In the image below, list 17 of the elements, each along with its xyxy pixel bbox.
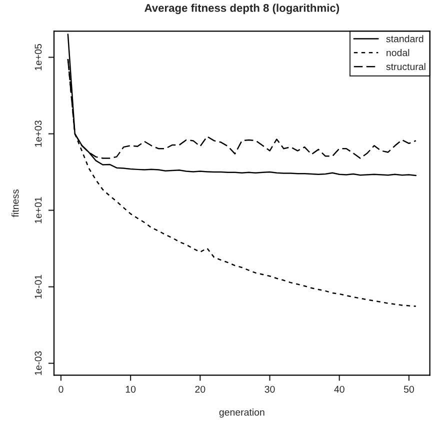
- y-tick-label: 1e-03: [34, 351, 42, 375]
- x-tick-label: 30: [264, 386, 275, 393]
- y-tick-label: 1e+01: [34, 197, 42, 224]
- legend-label: standard: [386, 35, 424, 42]
- legend-label: structural: [386, 62, 426, 70]
- y-tick-label: 1e+03: [34, 120, 42, 147]
- x-axis-title: generation: [219, 408, 264, 418]
- x-tick-label: 40: [334, 386, 344, 393]
- x-tick-label: 10: [126, 386, 136, 393]
- y-axis-title: fitness: [12, 189, 19, 218]
- x-tick-label: 20: [195, 386, 206, 393]
- y-tick-label: 1e-01: [34, 274, 42, 298]
- x-tick-label: 50: [404, 386, 414, 393]
- legend-label: nodal: [386, 49, 410, 56]
- y-tick-label: 1e+05: [34, 44, 42, 70]
- x-tick-label: 0: [58, 386, 64, 393]
- chart-title: Average fitness depth 8 (logarithmic): [144, 4, 340, 14]
